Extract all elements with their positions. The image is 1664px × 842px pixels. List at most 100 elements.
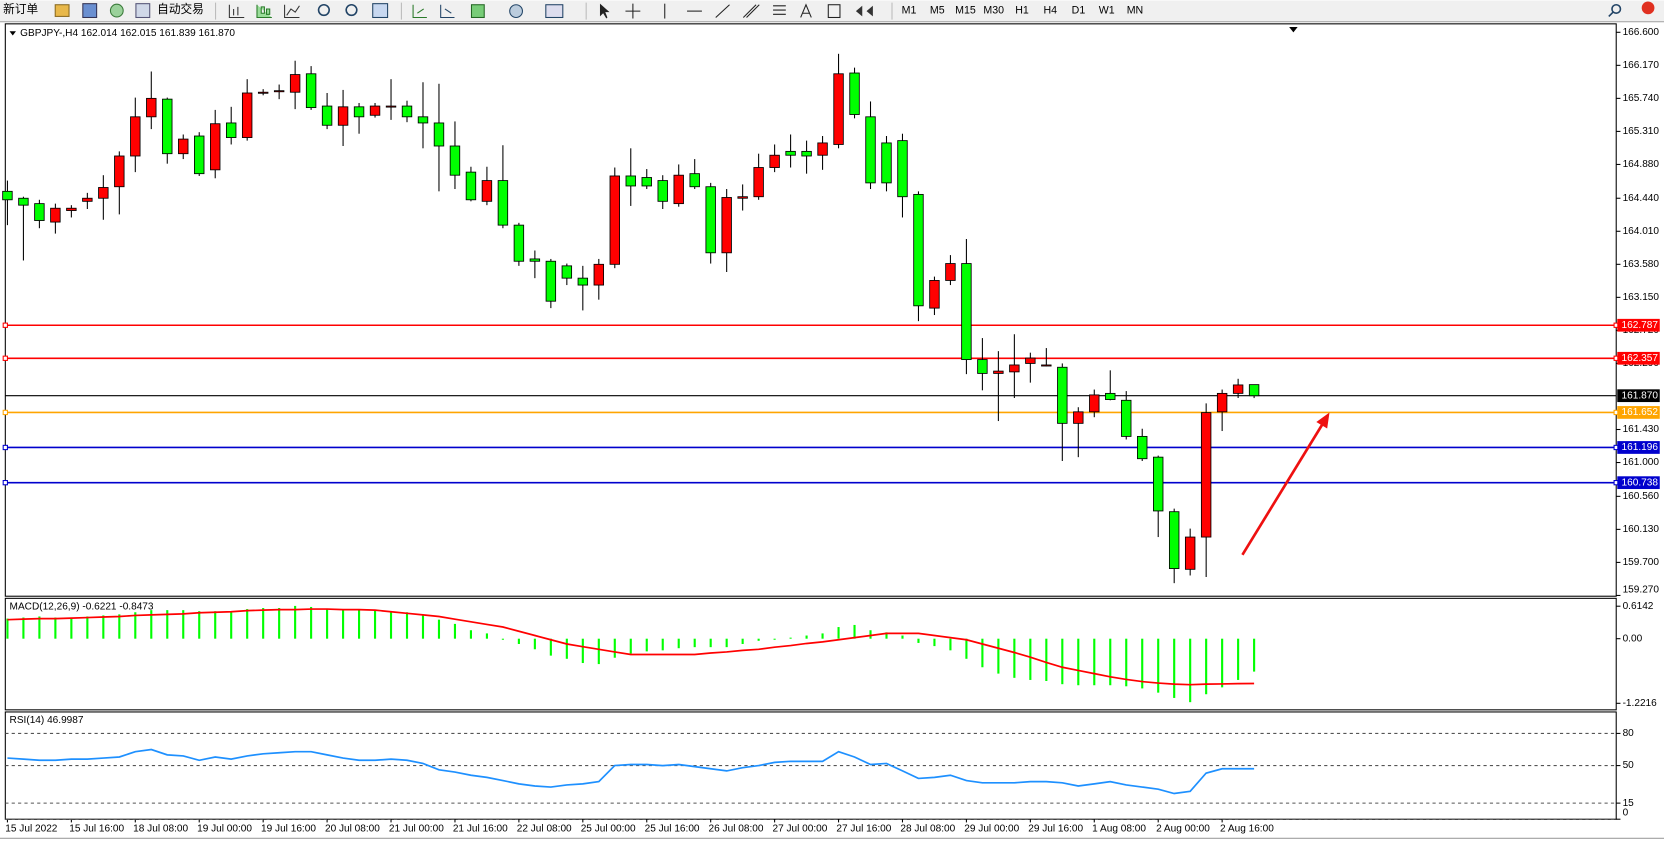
candle-body [289,74,301,93]
rsi-title: RSI(14) 46.9987 [10,715,84,726]
timeframe-button[interactable]: H1 [1015,4,1029,16]
y-tick-label: 161.000 [1623,457,1660,468]
y-tick-label: 164.010 [1623,226,1660,237]
timeframe-button[interactable]: W1 [1099,4,1115,16]
timeframe-button[interactable]: M30 [983,4,1004,16]
icon[interactable] [372,3,389,19]
annotation-arrow [1241,422,1325,556]
icon[interactable] [135,3,151,19]
icon[interactable] [470,4,485,19]
candle-body [1057,366,1068,424]
search-icon[interactable] [1611,3,1622,15]
candle-body [1153,456,1164,512]
candle-body [194,135,205,175]
icon[interactable] [284,4,300,19]
candle-body [2,190,13,201]
candle-body [705,186,716,254]
candle-body [1089,394,1100,413]
timeframe-button[interactable]: M15 [955,4,976,16]
candle-body [50,207,61,223]
icon[interactable] [317,3,330,17]
icon[interactable] [109,3,124,18]
candle-body [417,116,429,124]
timeframe-button[interactable]: M1 [902,4,917,16]
shift-marker [1289,27,1298,33]
candle-body [401,105,413,118]
timeframe-button[interactable]: D1 [1072,4,1086,16]
line-handle [2,355,8,361]
auto-trading-button[interactable]: 自动交易 [157,2,204,16]
candle-body [146,97,157,118]
candle-body [961,263,972,361]
line-handle [2,322,8,328]
candle-body [257,91,269,94]
candle-body [1073,411,1084,424]
x-tick-label: 15 Jul 2022 [5,823,58,834]
icon[interactable] [715,4,730,18]
y-tick-label: 159.700 [1623,557,1660,568]
candle-body [449,145,461,176]
icon[interactable] [625,3,641,19]
candle-body [178,138,189,155]
candle-body [18,197,29,206]
icon[interactable] [800,3,812,18]
candle-body [1137,435,1148,460]
chart-marks: 166.600 166.170 165.740 165.310 164.880 164.4… [2,27,1660,834]
icon[interactable] [345,3,358,17]
candle-body [881,142,892,184]
candle-body [545,260,557,302]
y-tick-label: 165.740 [1623,93,1660,104]
price-label-background [1617,318,1660,332]
y-tick-label: 166.170 [1623,60,1660,71]
candle-body [801,150,812,157]
candle-body [993,370,1004,374]
new-order-button[interactable]: 新订单 [3,2,38,16]
candle-body [1232,384,1244,394]
icon[interactable] [773,5,786,15]
x-tick-label: 18 Jul 08:00 [133,823,188,834]
rsi-line [7,748,1255,795]
icon[interactable] [228,4,245,19]
y-tick-label: 164.880 [1623,159,1660,170]
timeframe-bar: M1 M5 M15 M30 H1 H4 D1 W1 MN [902,4,1144,16]
candle-body [305,73,317,109]
candle-body [353,106,365,118]
icon[interactable] [82,3,98,19]
candle-body [657,180,668,202]
main-panel [4,23,1617,597]
candle-body [785,150,796,156]
candle-body [241,92,253,138]
candle-body [1105,392,1116,400]
icon[interactable] [440,4,455,19]
icon[interactable] [742,4,760,18]
icon[interactable] [54,4,70,17]
icon[interactable] [827,4,841,19]
search-icon[interactable] [1608,11,1614,17]
timeframe-button[interactable]: H4 [1043,4,1057,16]
main-title: GBPJPY-,H4 162.014 162.015 161.839 161.8… [20,28,235,39]
line-handle [2,480,8,486]
icon[interactable] [545,4,564,19]
timeframe-button[interactable]: M5 [930,4,945,16]
candle-body [1216,392,1228,413]
price-label: 161.652 [1622,407,1659,418]
icon[interactable] [509,4,523,19]
notification-icon[interactable] [1641,1,1655,15]
icon[interactable] [855,5,873,17]
candle-body [753,167,764,198]
icon[interactable] [412,4,427,19]
timeframe-button[interactable]: MN [1127,4,1144,16]
price-label-background [1617,476,1660,490]
icon[interactable] [599,3,610,19]
candle-body [82,197,93,202]
candle-body [98,187,109,199]
candle-body [593,263,605,286]
toolbar: 新订单 自动交易 M1 M5 M15 M30 H1 H4 D1 W1 MN [0,0,1664,23]
y-tick-label: 160.560 [1623,491,1660,502]
icon[interactable] [256,4,272,19]
candle-body [385,105,397,108]
candle-body [162,98,173,155]
candle-body [897,140,908,198]
